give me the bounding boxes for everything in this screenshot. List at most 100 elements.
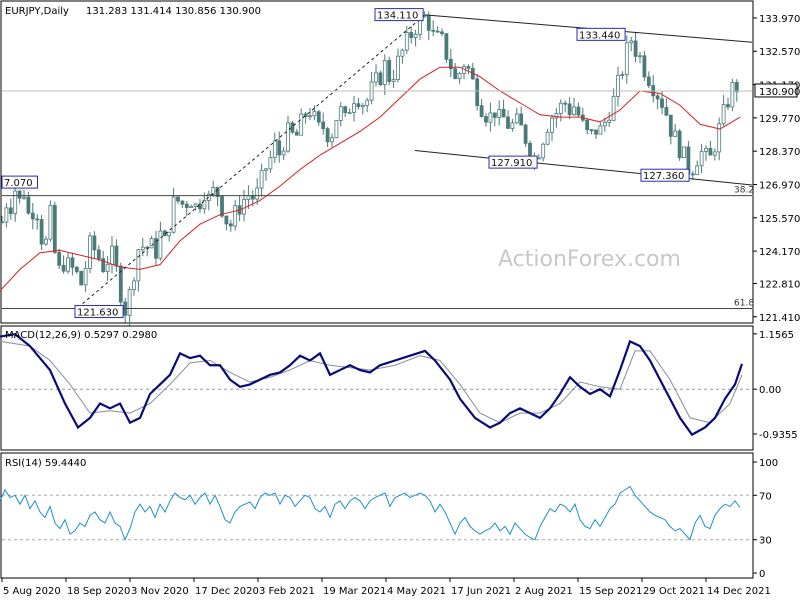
- candle-body: [44, 238, 48, 245]
- candle-body: [585, 119, 590, 131]
- candle-body: [13, 190, 18, 214]
- candle-body: [290, 122, 295, 133]
- candle-body: [57, 252, 62, 266]
- price-label: 121.630: [77, 308, 118, 319]
- candle-body: [127, 289, 132, 316]
- candle-body: [246, 195, 251, 200]
- price-label-box: [74, 305, 124, 319]
- candle-body: [220, 196, 224, 217]
- candle-body: [616, 74, 620, 97]
- price-label: 127.360: [643, 171, 684, 182]
- candle-body: [550, 117, 554, 133]
- rsi-layer: [0, 485, 752, 542]
- candle-body: [453, 68, 458, 80]
- candle-body: [426, 15, 431, 31]
- candle-body: [140, 246, 145, 251]
- candle-body: [35, 218, 40, 221]
- price-tick-label: 129.770: [759, 114, 800, 125]
- candle-body: [176, 196, 180, 202]
- candle-body: [92, 235, 97, 251]
- candle-body: [330, 137, 334, 143]
- candle-body: [118, 265, 123, 303]
- candle-body: [602, 121, 607, 127]
- candle-body: [677, 130, 682, 159]
- candle-body: [589, 129, 594, 132]
- candle-body: [17, 190, 22, 199]
- candle-body: [611, 96, 616, 121]
- candle-body: [717, 123, 722, 153]
- candle-body: [387, 60, 392, 82]
- candle-body: [352, 103, 356, 113]
- candle-body: [572, 106, 576, 116]
- candle-body: [695, 165, 700, 176]
- candle-body: [268, 157, 273, 170]
- candle-body: [316, 111, 321, 123]
- candle-body: [26, 196, 31, 214]
- price-label-box: [576, 27, 626, 41]
- candle-body: [708, 148, 713, 156]
- candle-body: [629, 40, 634, 44]
- date-tick-label: 14 Dec 2021: [707, 586, 771, 597]
- fib-label-382: 38.2: [734, 186, 754, 196]
- macd-tick-label: 0.00: [759, 385, 781, 396]
- candle-body: [440, 31, 444, 35]
- price-label-box: [640, 168, 690, 182]
- date-tick-label: 15 Sep 2021: [579, 586, 642, 597]
- date-tick-label: 3 Nov 2020: [131, 586, 189, 597]
- candle-body: [664, 107, 669, 116]
- candle-body: [22, 196, 26, 199]
- candle-body: [272, 140, 277, 159]
- price-label: 133.440: [579, 30, 620, 41]
- candle-body: [83, 268, 88, 286]
- candle-body: [646, 76, 651, 86]
- candle-body: [488, 112, 493, 123]
- candle-body: [396, 55, 400, 80]
- macd-tick-label: 1.1565: [759, 330, 794, 341]
- macd-tick-label: -0.9355: [759, 430, 798, 441]
- candle-body: [655, 95, 660, 100]
- candle-body: [0, 221, 4, 224]
- candle-body: [712, 151, 717, 156]
- candle-body: [255, 187, 260, 200]
- candle-body: [215, 187, 220, 197]
- candle-body: [312, 111, 317, 117]
- price-tick-label: 122.810: [759, 279, 800, 290]
- candle-body: [356, 103, 361, 108]
- trend-line: [414, 149, 753, 186]
- price-label: 134.110: [377, 11, 418, 22]
- candle-body: [338, 106, 343, 121]
- price-tick-label: 125.570: [759, 214, 800, 225]
- candle-body: [554, 113, 559, 119]
- candle-body: [294, 131, 299, 136]
- candle-body: [110, 245, 114, 265]
- price-label-box: [1, 175, 38, 189]
- candle-body: [404, 32, 409, 51]
- candle-body: [321, 121, 326, 130]
- candle-body: [484, 116, 488, 123]
- candle-body: [132, 280, 136, 290]
- rsi-tick-label: 100: [759, 458, 778, 469]
- candle-body: [642, 55, 647, 78]
- candle-body: [277, 140, 282, 156]
- price-label-box: [488, 155, 538, 169]
- candle-body: [211, 187, 216, 195]
- candle-body: [74, 266, 79, 272]
- candle-body: [365, 99, 370, 106]
- candle-body: [4, 207, 9, 223]
- rsi-line: [0, 485, 741, 542]
- candle-body: [66, 257, 70, 272]
- candle-body: [30, 212, 35, 220]
- macd-line: [0, 333, 744, 437]
- candle-body: [250, 195, 255, 200]
- candle-body: [457, 73, 462, 80]
- candle-body: [409, 32, 414, 38]
- candle-body: [444, 33, 449, 60]
- candle-body: [475, 78, 480, 106]
- candle-body: [149, 238, 154, 249]
- candle-body: [360, 105, 365, 108]
- candle-body: [721, 104, 726, 125]
- candle-body: [52, 204, 57, 253]
- candle-body: [158, 230, 163, 259]
- candle-body: [299, 113, 304, 136]
- candle-body: [704, 148, 708, 152]
